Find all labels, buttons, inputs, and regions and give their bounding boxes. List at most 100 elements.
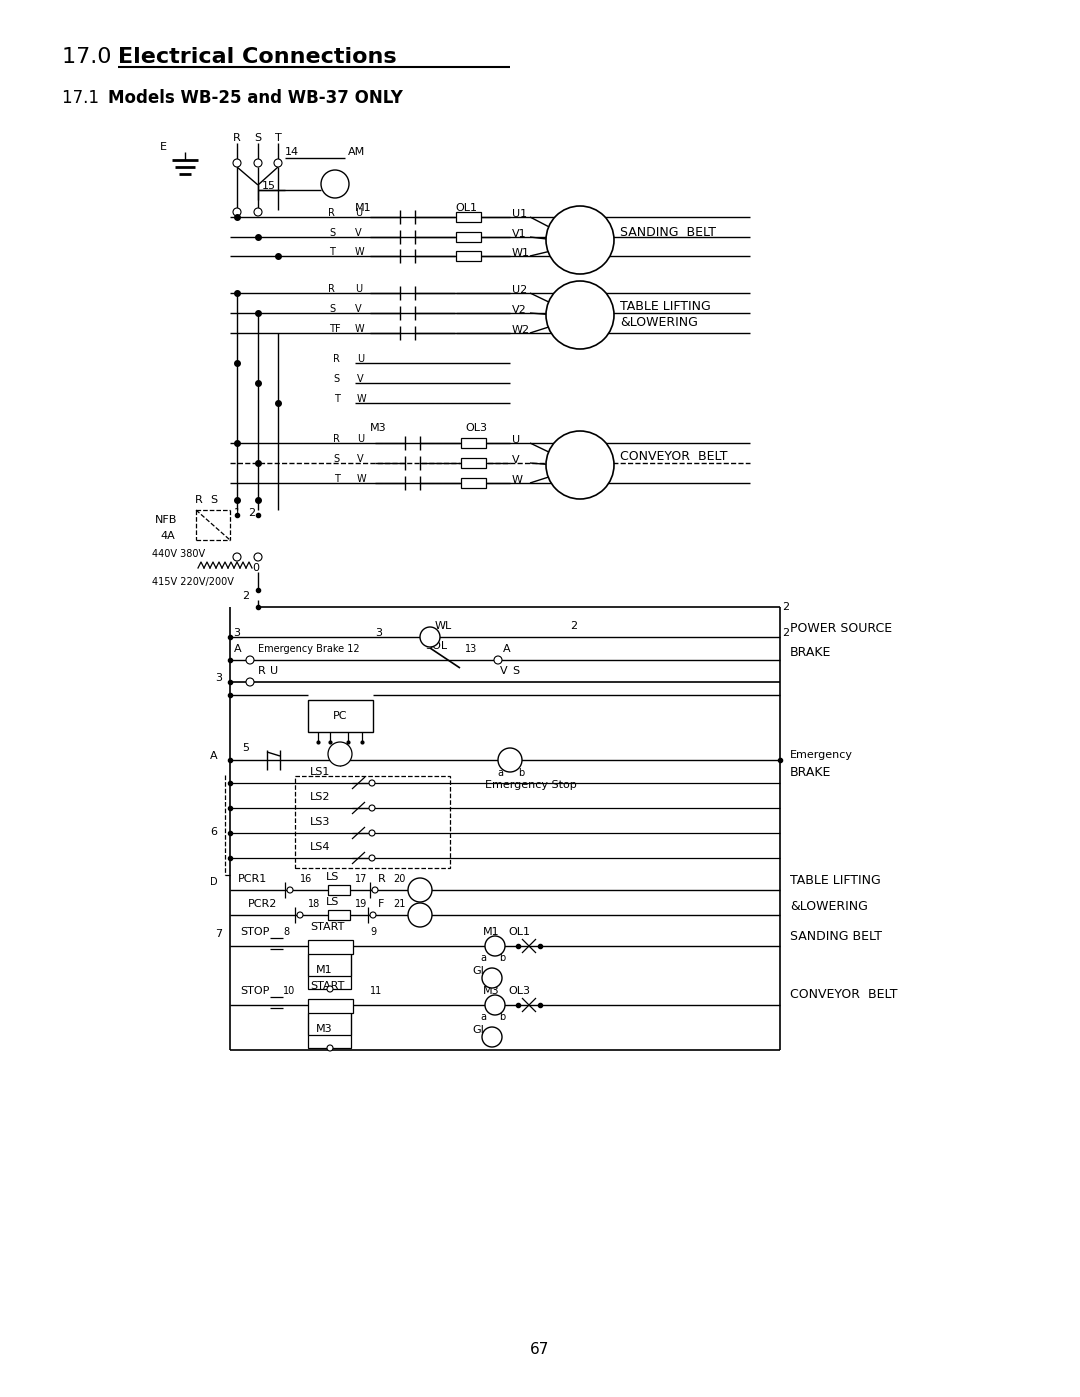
Text: R: R <box>233 133 241 142</box>
Text: U2: U2 <box>512 285 527 295</box>
Text: 5: 5 <box>242 743 249 753</box>
Text: SANDING BELT: SANDING BELT <box>789 929 882 943</box>
Circle shape <box>233 208 241 217</box>
Text: E: E <box>160 142 167 152</box>
Text: NFB: NFB <box>156 515 177 525</box>
Text: S: S <box>329 228 335 237</box>
Text: GL: GL <box>472 1025 487 1035</box>
Text: 17: 17 <box>355 875 367 884</box>
Circle shape <box>372 887 378 893</box>
Circle shape <box>287 887 293 893</box>
Circle shape <box>246 678 254 686</box>
Circle shape <box>369 805 375 812</box>
Text: M3: M3 <box>483 986 500 996</box>
Text: M1: M1 <box>483 928 500 937</box>
Circle shape <box>369 830 375 835</box>
Bar <box>308 999 353 1013</box>
Text: A: A <box>503 644 511 654</box>
Circle shape <box>233 553 241 562</box>
Text: U: U <box>355 208 362 218</box>
Text: A: A <box>234 644 242 654</box>
Text: GL: GL <box>472 965 487 977</box>
Text: V: V <box>357 374 364 384</box>
Bar <box>461 439 486 448</box>
Text: W: W <box>357 474 366 483</box>
Text: BRAKE: BRAKE <box>789 645 832 658</box>
Text: S: S <box>512 666 519 676</box>
Text: OL1: OL1 <box>508 928 530 937</box>
Text: PC: PC <box>333 711 348 721</box>
Circle shape <box>485 936 505 956</box>
Text: &LOWERING: &LOWERING <box>620 317 698 330</box>
Circle shape <box>297 912 303 918</box>
Text: M3: M3 <box>370 423 387 433</box>
Text: 18: 18 <box>308 900 321 909</box>
Circle shape <box>327 1045 333 1051</box>
Text: 3: 3 <box>233 629 240 638</box>
Text: 21: 21 <box>393 900 405 909</box>
Text: SANDING  BELT: SANDING BELT <box>620 225 716 239</box>
Text: R: R <box>328 208 335 218</box>
Text: F: F <box>378 900 384 909</box>
Text: TABLE LIFTING: TABLE LIFTING <box>789 873 881 887</box>
Text: b: b <box>499 953 505 963</box>
Text: 10: 10 <box>283 986 295 996</box>
Text: A: A <box>210 752 218 761</box>
Circle shape <box>485 995 505 1016</box>
Text: b: b <box>518 768 524 778</box>
Text: OL3: OL3 <box>465 423 487 433</box>
Text: a: a <box>480 1011 486 1023</box>
Circle shape <box>482 968 502 988</box>
Bar <box>308 940 353 954</box>
Text: V: V <box>355 305 362 314</box>
Text: 20: 20 <box>393 875 405 884</box>
Text: U: U <box>357 434 364 444</box>
Circle shape <box>494 657 502 664</box>
Text: T: T <box>334 474 340 483</box>
Bar <box>456 212 481 222</box>
Text: 2: 2 <box>242 591 249 601</box>
Text: U: U <box>355 284 362 293</box>
Text: T: T <box>329 247 335 257</box>
Text: 9: 9 <box>370 928 376 937</box>
Text: S: S <box>334 374 340 384</box>
Circle shape <box>254 159 262 168</box>
Circle shape <box>369 780 375 787</box>
Text: LS: LS <box>326 897 339 907</box>
Text: SOL: SOL <box>426 641 447 651</box>
Text: R: R <box>333 434 340 444</box>
Text: 1: 1 <box>234 509 241 518</box>
Text: V: V <box>500 666 508 676</box>
Text: MOTOR: MOTOR <box>567 462 593 468</box>
Text: 15: 15 <box>262 182 276 191</box>
Text: A: A <box>332 179 338 189</box>
Text: a: a <box>497 768 503 778</box>
Text: Models WB-25 and WB-37 ONLY: Models WB-25 and WB-37 ONLY <box>108 89 403 108</box>
Text: CONVEYOR  BELT: CONVEYOR BELT <box>620 450 728 464</box>
Text: U1: U1 <box>512 210 527 219</box>
Text: a: a <box>480 953 486 963</box>
Text: W: W <box>355 324 365 334</box>
Text: STOP: STOP <box>240 928 269 937</box>
Text: T: T <box>334 394 340 404</box>
Text: R: R <box>378 875 386 884</box>
Text: 440V 380V: 440V 380V <box>152 549 205 559</box>
Text: M1: M1 <box>316 965 333 975</box>
Circle shape <box>327 986 333 992</box>
Circle shape <box>370 912 376 918</box>
Text: POWER SOURCE: POWER SOURCE <box>789 623 892 636</box>
Text: 0: 0 <box>252 563 259 573</box>
Text: BRAKE: BRAKE <box>789 766 832 778</box>
Text: U: U <box>357 353 364 365</box>
Text: 2: 2 <box>782 602 789 612</box>
Text: Emergency Stop: Emergency Stop <box>485 780 577 789</box>
Text: 3: 3 <box>375 629 382 638</box>
Bar <box>308 1035 351 1048</box>
Text: PCR2: PCR2 <box>248 900 278 909</box>
Text: 19: 19 <box>355 900 367 909</box>
Text: MOTOR: MOTOR <box>567 237 593 243</box>
Circle shape <box>482 1027 502 1046</box>
Text: 3: 3 <box>215 673 222 683</box>
Text: 6: 6 <box>210 827 217 837</box>
Text: AM: AM <box>348 147 365 156</box>
